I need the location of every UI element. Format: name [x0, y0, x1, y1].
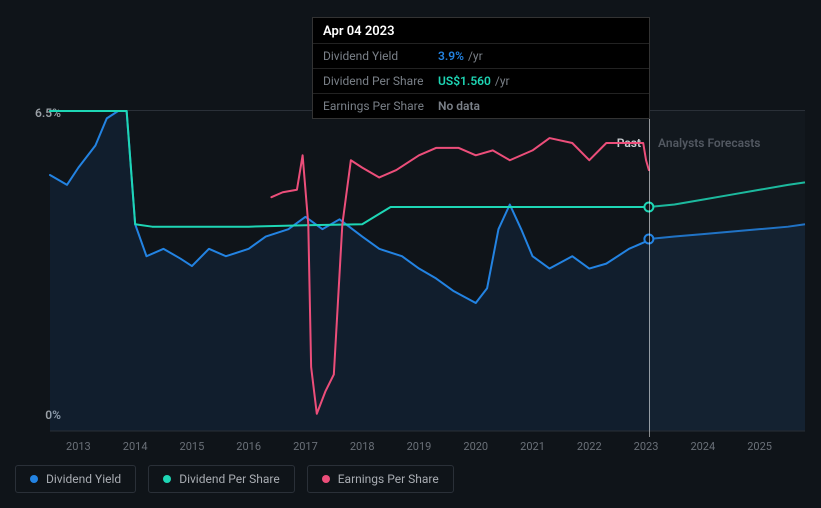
x-tick-2019: 2019	[407, 440, 432, 453]
dividend-yield-area	[50, 111, 805, 431]
x-axis-baseline	[50, 430, 805, 432]
tooltip-row-0: Dividend Yield3.9% /yr	[313, 43, 649, 68]
legend-dot	[322, 475, 330, 483]
x-tick-2014: 2014	[123, 440, 148, 453]
legend-item-earnings-per-share[interactable]: Earnings Per Share	[307, 465, 454, 493]
x-tick-2023: 2023	[634, 440, 659, 453]
tooltip-row-2: Earnings Per ShareNo data	[313, 93, 649, 118]
tooltip-row-1: Dividend Per ShareUS$1.560/yr	[313, 68, 649, 93]
tooltip-row-value: US$1.560	[438, 74, 491, 88]
x-tick-2024: 2024	[690, 440, 715, 453]
tooltip-date: Apr 04 2023	[313, 18, 649, 43]
x-tick-2016: 2016	[236, 440, 261, 453]
x-tick-2017: 2017	[293, 440, 318, 453]
x-tick-2025: 2025	[747, 440, 772, 453]
legend-label: Dividend Yield	[46, 472, 121, 486]
chart-tooltip: Apr 04 2023 Dividend Yield3.9%/yrDividen…	[312, 17, 650, 119]
tooltip-row-value: 3.9%	[438, 49, 464, 63]
chart-plot-area[interactable]	[50, 110, 805, 430]
legend-label: Earnings Per Share	[338, 472, 439, 486]
x-tick-2015: 2015	[180, 440, 205, 453]
chart-legend: Dividend Yield Dividend Per Share Earnings…	[15, 465, 454, 493]
x-tick-2018: 2018	[350, 440, 375, 453]
crosshair-line	[649, 102, 650, 437]
legend-label: Dividend Per Share	[179, 472, 280, 486]
x-tick-2021: 2021	[520, 440, 545, 453]
tooltip-row-value: No data	[438, 99, 480, 113]
tooltip-row-unit: /yr	[495, 74, 510, 88]
x-tick-2020: 2020	[463, 440, 488, 453]
tooltip-row-label: Dividend Yield	[323, 49, 438, 63]
legend-item-dividend-per-share[interactable]: Dividend Per Share	[148, 465, 295, 493]
legend-item-dividend-yield[interactable]: Dividend Yield	[15, 465, 136, 493]
x-tick-2022: 2022	[577, 440, 602, 453]
tooltip-row-label: Earnings Per Share	[323, 99, 438, 113]
chart-svg	[50, 111, 805, 430]
legend-dot	[163, 475, 171, 483]
dividend-per-share-forecast-line	[649, 182, 805, 207]
tooltip-row-label: Dividend Per Share	[323, 74, 438, 88]
x-tick-2013: 2013	[66, 440, 91, 453]
legend-dot	[30, 475, 38, 483]
tooltip-row-unit: /yr	[468, 49, 483, 63]
